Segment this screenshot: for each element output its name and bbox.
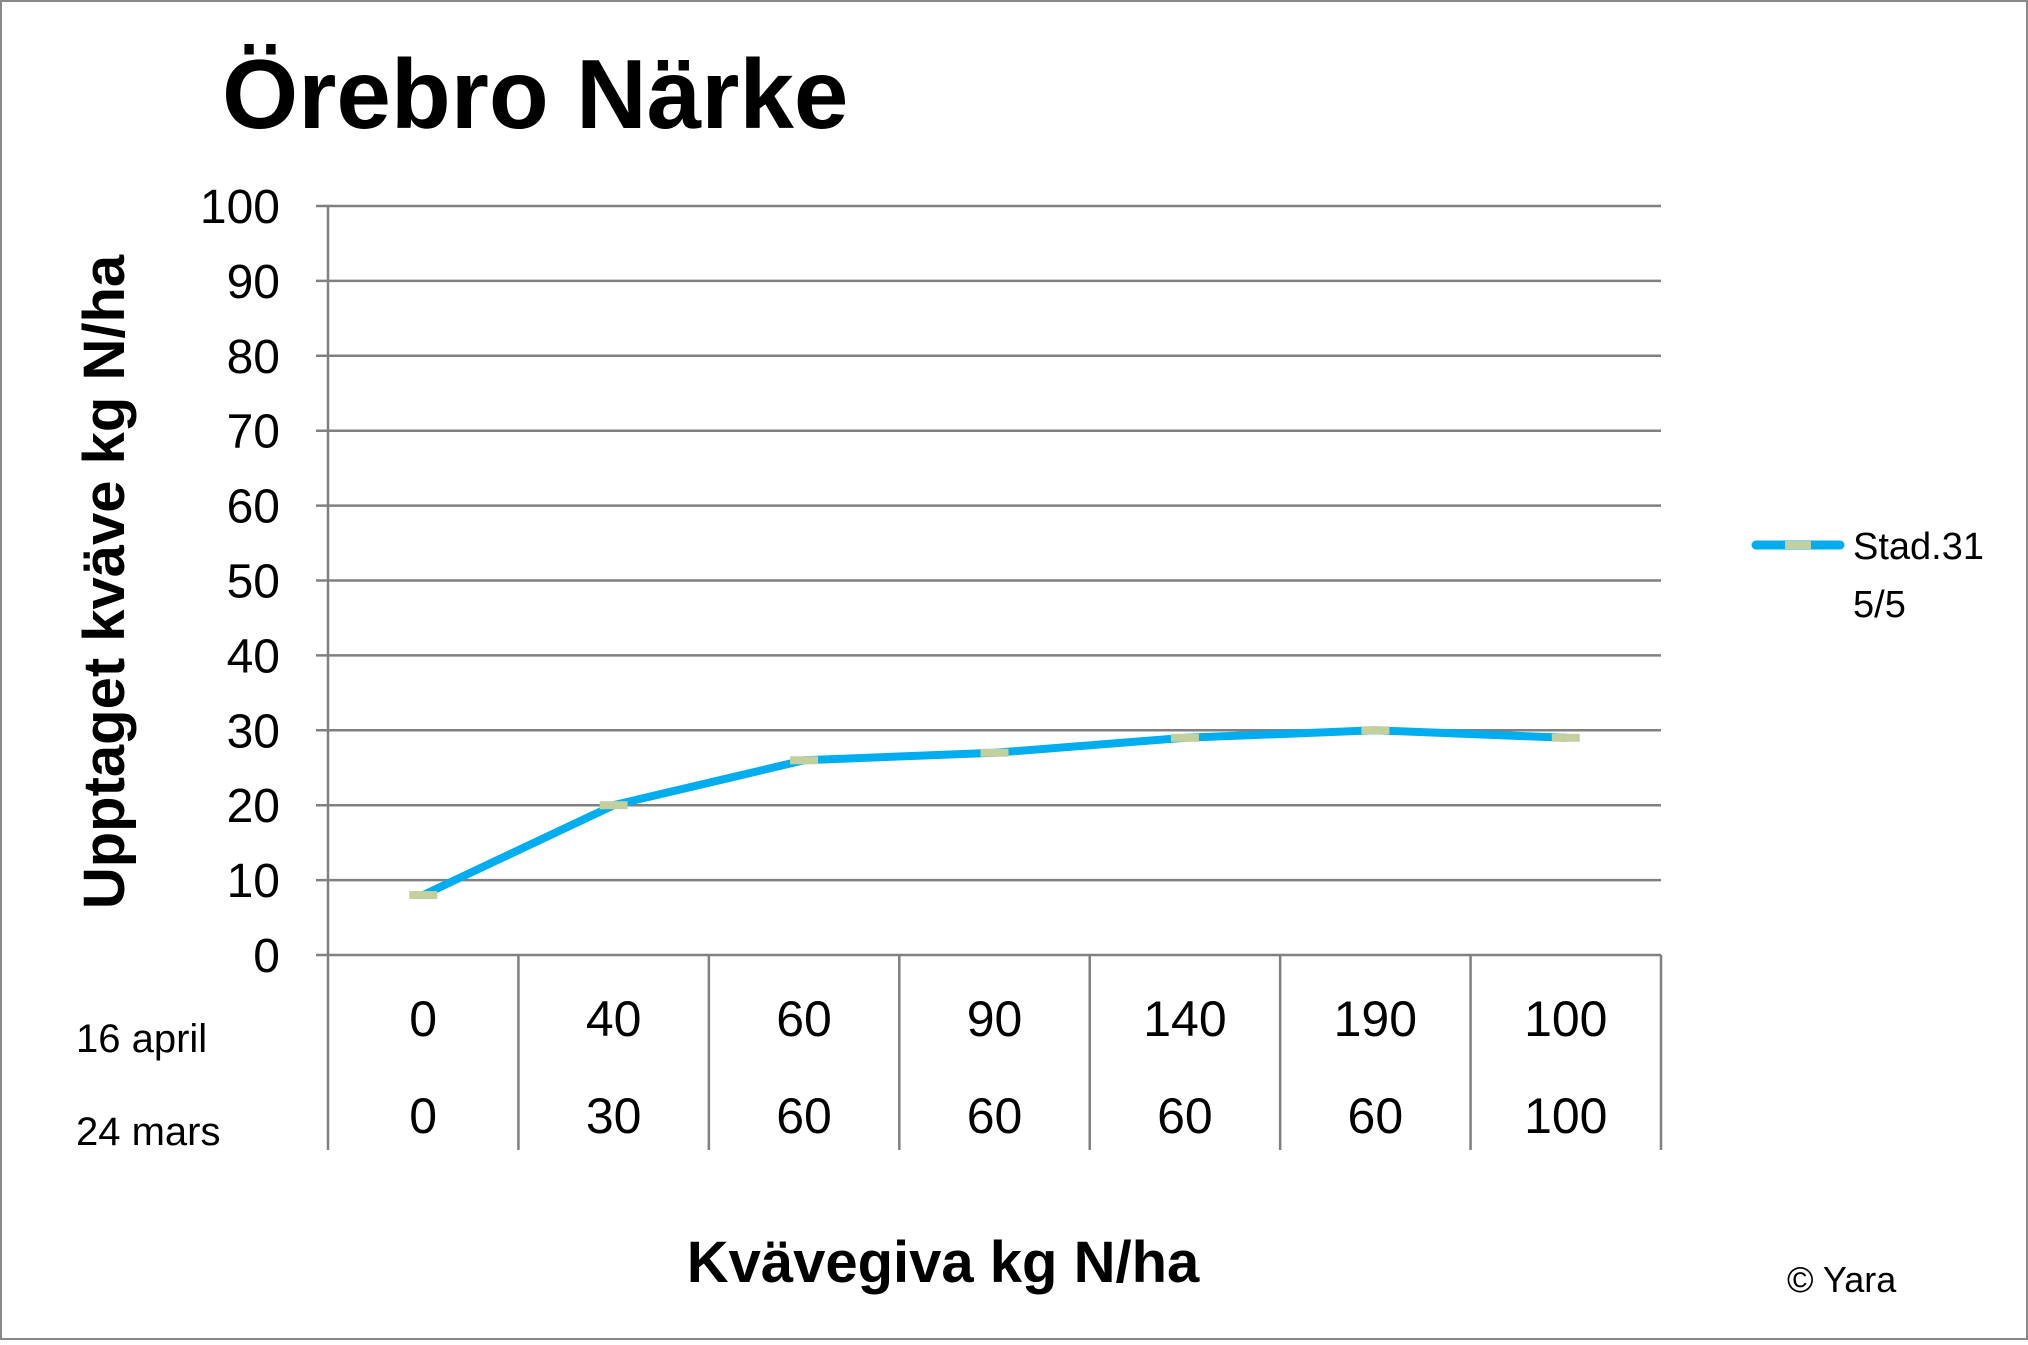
x-tick-label: 0 bbox=[409, 1088, 437, 1144]
x-tick-label: 30 bbox=[586, 1088, 642, 1144]
data-point-marker bbox=[599, 801, 628, 810]
copyright-label: © Yara bbox=[1787, 1259, 1897, 1300]
y-tick-label: 10 bbox=[227, 855, 280, 908]
x-tick-label: 60 bbox=[776, 1088, 832, 1144]
x-tick-label: 60 bbox=[967, 1088, 1023, 1144]
data-point-marker bbox=[980, 748, 1009, 757]
y-tick-label: 90 bbox=[227, 256, 280, 309]
series-layer bbox=[409, 726, 1580, 900]
x-tick-label: 100 bbox=[1524, 991, 1607, 1047]
data-point-marker bbox=[790, 756, 819, 765]
category-row-label: 24 mars bbox=[76, 1110, 221, 1154]
x-tick-label: 100 bbox=[1524, 1088, 1607, 1144]
x-tick-label: 60 bbox=[1348, 1088, 1404, 1144]
data-point-marker bbox=[1551, 733, 1580, 742]
y-tick-label: 40 bbox=[227, 630, 280, 683]
y-tick-label: 20 bbox=[227, 780, 280, 833]
x-tick-label: 90 bbox=[967, 991, 1023, 1047]
y-axis-label: Upptaget kväve kg N/ha bbox=[72, 254, 137, 909]
y-tick-label: 100 bbox=[200, 181, 280, 234]
x-tick-label: 60 bbox=[776, 991, 832, 1047]
x-axis-label: Kvävegiva kg N/ha bbox=[687, 1230, 1200, 1295]
category-labels: 16 april 0 40 60 90 140 190 100 24 mars 0 30 60 60 60… bbox=[76, 991, 1608, 1154]
legend-marker-swatch bbox=[1785, 541, 1811, 549]
y-tick-label: 60 bbox=[227, 481, 280, 534]
y-tick-label: 70 bbox=[227, 406, 280, 459]
data-point-marker bbox=[1170, 733, 1199, 742]
x-tick-label: 140 bbox=[1143, 991, 1226, 1047]
x-tick-label: 190 bbox=[1334, 991, 1417, 1047]
chart-title: Örebro Närke bbox=[222, 39, 848, 149]
category-table bbox=[326, 955, 1663, 1150]
x-tick-label: 0 bbox=[409, 991, 437, 1047]
legend-label: Stad.31 bbox=[1853, 526, 1984, 568]
y-tick-label: 50 bbox=[227, 556, 280, 609]
legend-label: 5/5 bbox=[1853, 584, 1906, 626]
x-tick-label: 40 bbox=[586, 991, 642, 1047]
data-point-marker bbox=[1361, 726, 1390, 735]
category-row-label: 16 april bbox=[76, 1017, 207, 1061]
y-tick-label: 80 bbox=[227, 331, 280, 384]
x-tick-label: 60 bbox=[1157, 1088, 1213, 1144]
y-tick-label: 0 bbox=[253, 930, 280, 983]
gridlines bbox=[316, 204, 1661, 957]
y-tick-labels: 0 10 20 30 40 50 60 70 80 90 100 bbox=[200, 181, 280, 983]
data-point-marker bbox=[409, 891, 438, 900]
y-tick-label: 30 bbox=[227, 705, 280, 758]
legend: Stad.31 5/5 bbox=[1751, 526, 1984, 626]
